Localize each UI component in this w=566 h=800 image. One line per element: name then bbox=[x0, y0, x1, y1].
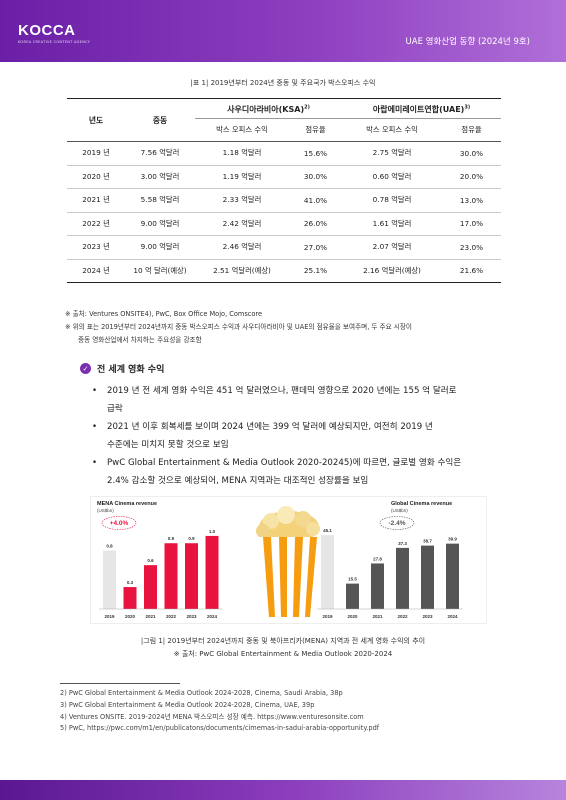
page-footer-bar bbox=[0, 780, 566, 800]
chart-bar bbox=[346, 583, 359, 609]
x-tick-label: 2022 bbox=[166, 614, 177, 619]
x-tick-label: 2021 bbox=[372, 614, 383, 619]
chart-bar bbox=[321, 535, 334, 609]
list-item: • PwC Global Entertainment & Media Outlo… bbox=[92, 454, 500, 490]
header-ksa-revenue: 박스 오피스 수익 bbox=[216, 125, 268, 134]
bar-value-label: 0.9 bbox=[188, 536, 195, 541]
chart-bar bbox=[185, 543, 198, 609]
growth-annotation: +4.0% bbox=[110, 520, 129, 527]
bar-value-label: 39.9 bbox=[448, 537, 457, 542]
chart-bar bbox=[103, 550, 116, 609]
bullet-list: • 2019 년 전 세계 영화 수익은 451 억 달러였으나, 팬데믹 영향… bbox=[80, 382, 500, 490]
bar-value-label: 0.3 bbox=[127, 580, 134, 585]
figure-caption: |그림 1| 2019년부터 2024년까지 중동 및 북아프리카(MENA) … bbox=[140, 637, 426, 645]
x-tick-label: 2019 bbox=[104, 614, 115, 619]
bar-value-label: 15.5 bbox=[348, 577, 357, 582]
chart-bar bbox=[164, 543, 178, 609]
chart-bar bbox=[371, 563, 384, 609]
list-item: • 2021 년 이후 회복세를 보이며 2024 년에는 399 억 달러에 … bbox=[92, 418, 500, 454]
chart-subtitle: (US$bn) bbox=[97, 508, 114, 513]
header-middle-east: 중동 bbox=[152, 115, 168, 125]
table-row: 2020 년 3.00 억달러 1.19 억달러 30.0% 0.60 억달러 20.0% bbox=[67, 165, 501, 189]
footnotes: 2) PwC Global Entertainment & Media Outl… bbox=[60, 688, 379, 735]
chart-title: Global Cinema revenue bbox=[391, 501, 452, 507]
footnote-3: 3) PwC Global Entertainment & Media Outl… bbox=[60, 700, 315, 709]
kocca-logo: KOCCA bbox=[18, 22, 76, 39]
footnote-2: 2) PwC Global Entertainment & Media Outl… bbox=[60, 689, 343, 697]
header-ksa: 사우디아라비아(KSA)2) bbox=[195, 99, 342, 122]
bar-value-label: 27.8 bbox=[373, 556, 382, 561]
section-title: ✓ 전 세계 영화 수익 bbox=[80, 362, 500, 375]
list-item: • 2019 년 전 세계 영화 수익은 451 억 달러였으나, 팬데믹 영향… bbox=[92, 382, 500, 418]
table-source: ※ 출처: Ventures ONSITE4), PwC, Box Office… bbox=[65, 310, 263, 318]
popcorn-bucket-image bbox=[256, 506, 320, 617]
bar-value-label: 45.1 bbox=[323, 528, 332, 533]
bar-value-label: 37.3 bbox=[398, 541, 407, 546]
bar-value-label: 0.6 bbox=[147, 558, 154, 563]
chart-title: MENA Cinema revenue bbox=[97, 501, 157, 507]
table-description: ※ 위의 표는 2019년부터 2024년까지 중동 박스오피스 수익과 사우디… bbox=[65, 323, 412, 331]
global-revenue-section: ✓ 전 세계 영화 수익 • 2019 년 전 세계 영화 수익은 451 억 … bbox=[80, 362, 500, 490]
bullet-icon: • bbox=[92, 422, 98, 432]
chart-bar bbox=[123, 587, 137, 609]
bar-value-label: 0.9 bbox=[168, 536, 175, 541]
footnote-4: 4) Ventures ONSITE. 2019-2024년 MENA 박스오피… bbox=[60, 712, 364, 721]
growth-annotation-bubble bbox=[101, 516, 137, 530]
page-header: KOCCA KOREA CREATIVE CONTENT AGENCY UAE … bbox=[0, 0, 566, 62]
box-office-table: 년도 중동 사우디아라비아(KSA)2) 아랍에미레이트연합(UAE)3) 박스… bbox=[67, 98, 501, 283]
x-tick-label: 2019 bbox=[322, 614, 333, 619]
chart-bar bbox=[446, 543, 459, 609]
chart-bar bbox=[205, 535, 219, 609]
bar-value-label: 38.7 bbox=[423, 539, 432, 544]
footnote-divider bbox=[60, 683, 180, 684]
growth-annotation-bubble bbox=[379, 516, 415, 530]
growth-annotation: -2.4% bbox=[389, 520, 406, 527]
chart-subtitle: (US$bn) bbox=[391, 508, 408, 513]
table-row: 2023 년 9.00 억달러 2.46 억달러 27.0% 2.07 억달러 23.0% bbox=[67, 235, 501, 260]
bar-value-label: 1.0 bbox=[209, 529, 216, 534]
table-notes: ※ 출처: Ventures ONSITE4), PwC, Box Office… bbox=[65, 308, 505, 347]
cinema-revenue-charts: MENA Cinema revenue(US$bn)0.820190.32020… bbox=[97, 501, 463, 619]
x-tick-label: 2020 bbox=[347, 614, 358, 619]
footnote-5: 5) PwC, https://pwc.com/m1/en/publicaton… bbox=[60, 724, 380, 733]
x-tick-label: 2021 bbox=[145, 614, 156, 619]
chart-bar bbox=[396, 547, 409, 609]
table-description-cont: 중동 영화산업에서 차지하는 주요성을 강조함 bbox=[78, 336, 202, 344]
report-title: UAE 영화산업 동향 (2024년 9호) bbox=[405, 37, 530, 47]
figure-caption-block: |그림 1| 2019년부터 2024년까지 중동 및 북아프리카(MENA) … bbox=[0, 635, 566, 661]
table-row: 2022 년 9.00 억달러 2.42 억달러 26.0% 1.61 억달러 17.0% bbox=[67, 212, 501, 236]
x-tick-label: 2020 bbox=[125, 614, 136, 619]
figure-source: ※ 출처: PwC Global Entertainment & Media O… bbox=[173, 650, 393, 658]
x-tick-label: 2022 bbox=[397, 614, 408, 619]
header-uae: 아랍에미레이트연합(UAE)3) bbox=[342, 99, 501, 122]
header-year: 년도 bbox=[88, 115, 104, 125]
table-row: 2019 년 7.56 억달러 1.18 억달러 15.6% 2.75 억달러 30.0% bbox=[67, 141, 501, 166]
header-ksa-share: 점유율 bbox=[305, 125, 326, 134]
table-row: 2021 년 5.58 억달러 2.33 억달러 41.0% 0.78 억달러 13.0% bbox=[67, 188, 501, 213]
x-tick-label: 2024 bbox=[207, 614, 218, 619]
bullet-icon: • bbox=[92, 386, 98, 396]
checkmark-icon: ✓ bbox=[80, 363, 91, 374]
table-caption: |표 1| 2019년부터 2024년 중동 및 주요국가 박스오피스 수익 bbox=[190, 79, 376, 87]
bullet-icon: • bbox=[92, 458, 98, 468]
chart-bar bbox=[421, 545, 434, 609]
cinema-revenue-figure: MENA Cinema revenue (US$bn) 0.8 2019 0.3 2020… bbox=[90, 496, 487, 624]
x-tick-label: 2023 bbox=[186, 614, 197, 619]
header-uae-revenue: 박스 오피스 수익 bbox=[366, 125, 418, 134]
chart-bar bbox=[144, 565, 157, 609]
x-tick-label: 2024 bbox=[447, 614, 458, 619]
table-row: 2024 년 10 억 달러(예상) 2.51 억달러(예상) 25.1% 2.16 억… bbox=[67, 259, 501, 283]
header-uae-share: 점유율 bbox=[461, 125, 482, 134]
bar-value-label: 0.8 bbox=[106, 544, 113, 549]
logo-subtitle: KOREA CREATIVE CONTENT AGENCY bbox=[18, 40, 91, 44]
x-tick-label: 2023 bbox=[422, 614, 433, 619]
